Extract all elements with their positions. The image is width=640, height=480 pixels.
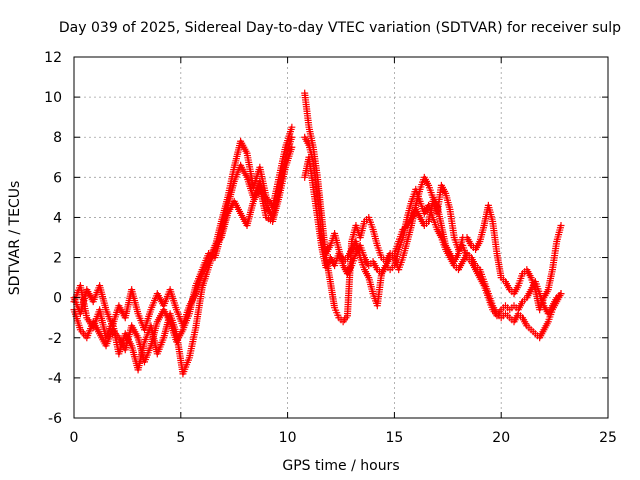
y-axis-label: SDTVAR / TECUs bbox=[7, 181, 23, 296]
y-tick-label: 6 bbox=[53, 170, 62, 186]
series-track-f bbox=[301, 133, 565, 320]
y-tick-label: -6 bbox=[48, 411, 62, 427]
x-tick-label: 10 bbox=[279, 430, 297, 446]
x-tick-label: 25 bbox=[599, 430, 617, 446]
data-point bbox=[288, 123, 296, 131]
y-tick-label: 4 bbox=[53, 210, 62, 226]
x-tick-label: 20 bbox=[492, 430, 510, 446]
plot-frame bbox=[73, 56, 609, 419]
y-tick-label: 10 bbox=[44, 90, 62, 106]
y-tick-label: 2 bbox=[53, 251, 62, 267]
series-track-c bbox=[70, 133, 296, 366]
y-tick-label: -4 bbox=[48, 371, 62, 387]
data-point bbox=[288, 133, 296, 141]
x-tick-label: 5 bbox=[176, 430, 185, 446]
data-point bbox=[557, 290, 565, 298]
y-tick-label: 12 bbox=[44, 50, 62, 66]
x-axis-label: GPS time / hours bbox=[282, 458, 399, 474]
x-tick-label: 15 bbox=[385, 430, 403, 446]
grid bbox=[74, 57, 608, 418]
y-tick-label: 8 bbox=[53, 130, 62, 146]
x-tick-label: 0 bbox=[70, 430, 79, 446]
data-points bbox=[70, 89, 565, 378]
data-point bbox=[557, 221, 565, 229]
chart-title: Day 039 of 2025, Sidereal Day-to-day VTE… bbox=[59, 20, 621, 36]
axis-ticks: 0 5 10 15 20 25 -6 -4 -2 0 2 4 6 8 10 12 bbox=[44, 50, 617, 446]
y-tick-label: 0 bbox=[53, 291, 62, 307]
y-tick-label: -2 bbox=[48, 331, 62, 347]
